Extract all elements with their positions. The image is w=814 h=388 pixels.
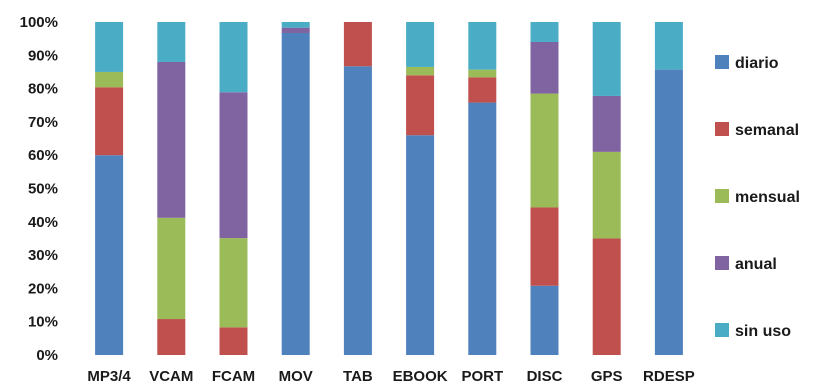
bar-segment-mensual-ebook — [406, 66, 435, 76]
x-axis: MP3/4 VCAM FCAM MOV TAB EBOOK PORT DISC GPS RDESP — [87, 368, 694, 385]
x-category-label: PORT — [461, 368, 503, 385]
y-tick-label: 50% — [28, 181, 58, 198]
bar-segment-anual-vcam — [157, 61, 186, 218]
y-tick-label: 0% — [36, 347, 58, 364]
y-tick-label: 30% — [28, 247, 58, 264]
x-category-label: MP3/4 — [87, 368, 131, 385]
x-category-label: MOV — [279, 368, 313, 385]
legend-label: semanal — [735, 122, 799, 139]
x-category-label: RDESP — [643, 368, 695, 385]
bar-segment-mensual-disc — [530, 93, 559, 208]
bar-segment-sin-uso-fcam — [219, 22, 248, 93]
y-tick-label: 60% — [28, 147, 58, 164]
bar-segment-sin-uso-rdesp — [654, 22, 683, 70]
x-category-label: GPS — [591, 368, 623, 385]
bar-segment-mensual-vcam — [157, 217, 186, 320]
bar-segment-semanal-disc — [530, 207, 559, 286]
y-tick-label: 40% — [28, 214, 58, 231]
bar-segment-diario-mov — [281, 32, 310, 355]
legend-swatch-sin-uso — [715, 323, 729, 337]
bar-segment-anual-gps — [592, 95, 621, 152]
legend-label: anual — [735, 256, 777, 273]
y-tick-label: 100% — [20, 14, 58, 31]
x-category-label: EBOOK — [393, 368, 448, 385]
legend-swatch-anual — [715, 256, 729, 270]
y-tick-label: 10% — [28, 314, 58, 331]
legend-label: sin uso — [735, 323, 791, 340]
legend-label: mensual — [735, 189, 800, 206]
bar-segment-anual-mov — [281, 27, 310, 33]
bar-segment-anual-disc — [530, 41, 559, 94]
bar-segment-diario-disc — [530, 285, 559, 355]
legend: diario semanal mensual anual sin uso — [715, 55, 800, 340]
bar-segment-sin-uso-mp3-4 — [95, 22, 124, 72]
bar-segment-semanal-fcam — [219, 327, 248, 355]
y-axis: 0% 10% 20% 30% 40% 50% 60% 70% 80% 90% 100% — [20, 14, 58, 364]
bar-segment-sin-uso-vcam — [157, 22, 186, 62]
bars — [95, 22, 683, 355]
bar-segment-diario-tab — [343, 66, 372, 355]
bar-segment-semanal-mp3-4 — [95, 87, 124, 156]
bar-segment-mensual-port — [468, 69, 497, 78]
bar-segment-diario-rdesp — [654, 69, 683, 355]
bar-segment-sin-uso-gps — [592, 22, 621, 96]
bar-segment-mensual-fcam — [219, 238, 248, 328]
bar-segment-semanal-vcam — [157, 319, 186, 355]
bar-segment-sin-uso-disc — [530, 22, 559, 42]
bar-segment-semanal-tab — [343, 22, 372, 67]
bar-segment-sin-uso-port — [468, 22, 497, 70]
x-category-label: VCAM — [149, 368, 193, 385]
y-tick-label: 70% — [28, 114, 58, 131]
bar-segment-diario-ebook — [406, 135, 435, 355]
x-category-label: TAB — [343, 368, 373, 385]
bar-segment-semanal-gps — [592, 238, 621, 355]
bar-segment-mensual-mp3-4 — [95, 71, 124, 88]
y-tick-label: 20% — [28, 280, 58, 297]
legend-swatch-diario — [715, 55, 729, 69]
bar-segment-anual-fcam — [219, 92, 248, 239]
x-category-label: DISC — [527, 368, 563, 385]
bar-segment-mensual-gps — [592, 151, 621, 239]
bar-segment-sin-uso-mov — [281, 22, 310, 28]
legend-swatch-semanal — [715, 122, 729, 136]
y-tick-label: 80% — [28, 81, 58, 98]
x-category-label: FCAM — [212, 368, 255, 385]
bar-segment-semanal-port — [468, 77, 497, 103]
legend-swatch-mensual — [715, 189, 729, 203]
legend-label: diario — [735, 55, 779, 72]
bar-segment-diario-mp3-4 — [95, 155, 124, 355]
bar-segment-semanal-ebook — [406, 75, 435, 136]
y-tick-label: 90% — [28, 47, 58, 64]
bar-segment-sin-uso-ebook — [406, 22, 435, 67]
bar-segment-diario-port — [468, 102, 497, 355]
